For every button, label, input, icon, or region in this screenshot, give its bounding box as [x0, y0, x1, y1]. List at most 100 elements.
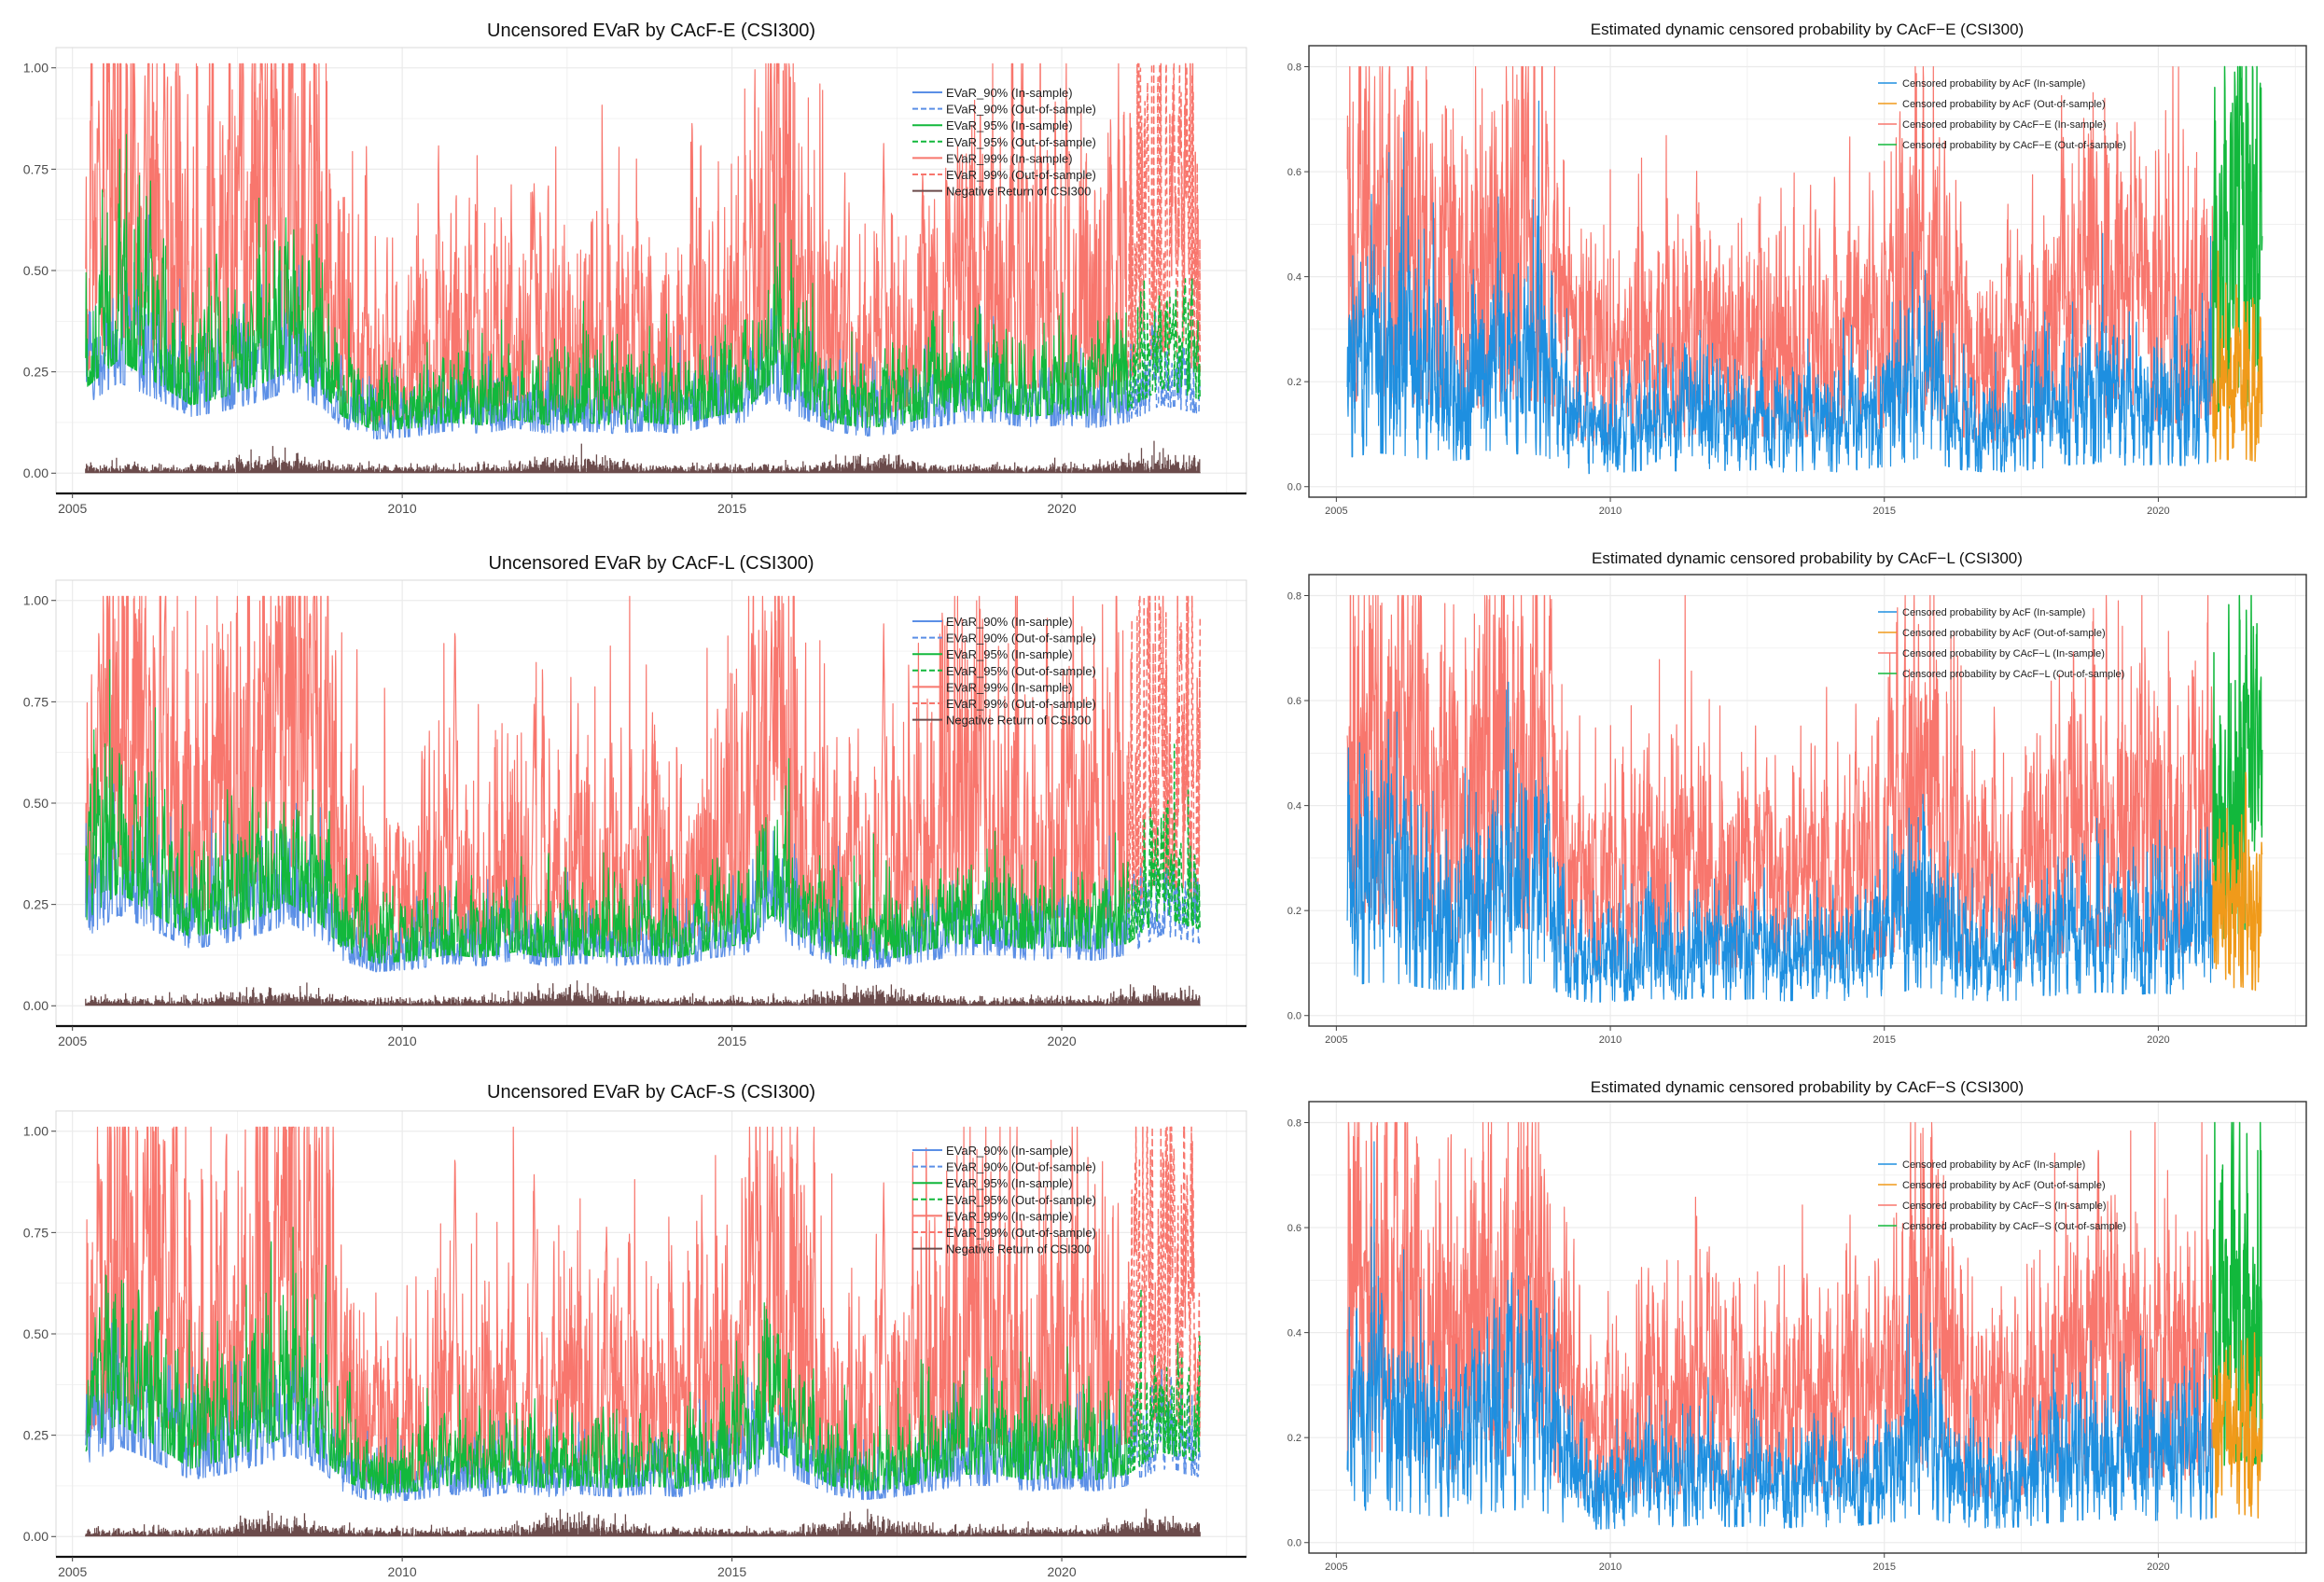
- y-tick-label: 0.0: [1287, 1538, 1301, 1549]
- y-tick-label: 0.0: [1287, 482, 1301, 493]
- panel-border: [1308, 574, 2307, 1027]
- y-tick-label: 0.4: [1287, 800, 1301, 812]
- y-tick-label: 0.00: [23, 998, 49, 1013]
- evar90-in-sample-line: [85, 777, 1129, 973]
- legend: EVaR_90% (In-sample) EVaR_90% (Out-of-sam…: [912, 86, 1096, 199]
- evar90-out-of-sample-line: [1126, 310, 1201, 423]
- chart-evar-l: 0.00 0.25 0.50 0.75 1.00 2005 2010 2015 2020 Unce…: [23, 553, 1247, 1048]
- x-tick-label: 2005: [1325, 506, 1347, 517]
- y-tick-label: 0.25: [23, 1428, 49, 1443]
- legend-label: EVaR_95% (Out-of-sample): [946, 135, 1096, 149]
- evar95-out-of-sample-line: [1126, 743, 1201, 943]
- y-tick-label: 0.00: [23, 1529, 49, 1544]
- chart-title: Estimated dynamic censored probability b…: [1592, 549, 2023, 567]
- y-tick-label: 0.6: [1287, 1223, 1301, 1234]
- legend-label: Censored probability by CAcF−L (In-sampl…: [1902, 648, 2105, 659]
- legend-label: Negative Return of CSI300: [946, 185, 1091, 199]
- evar90-in-sample-line: [85, 1318, 1129, 1503]
- chart-prob-s: 0.0 0.2 0.4 0.6 0.8 2005 2010 2015 2020 Estimated…: [1287, 1078, 2307, 1573]
- legend-label: EVaR_90% (Out-of-sample): [946, 631, 1096, 645]
- y-tick-label: 0.00: [23, 465, 49, 480]
- series-group: [85, 595, 1202, 1006]
- x-tick-label: 2010: [1599, 506, 1621, 517]
- y-tick-label: 0.75: [23, 161, 49, 176]
- y-tick-label: 0.8: [1287, 62, 1301, 73]
- chart-title: Uncensored EVaR by CAcF-S (CSI300): [487, 1082, 815, 1103]
- x-tick-label: 2010: [388, 501, 417, 516]
- acf-probability-in-sample-line: [1346, 1141, 2214, 1530]
- y-tick-label: 0.4: [1287, 271, 1301, 283]
- x-tick-label: 2020: [2147, 1034, 2169, 1046]
- series-group: [85, 62, 1202, 474]
- x-tick-label: 2020: [1047, 1034, 1076, 1048]
- x-tick-label: 2015: [717, 501, 746, 516]
- legend-label: EVaR_90% (In-sample): [946, 1144, 1073, 1158]
- chart-title: Estimated dynamic censored probability b…: [1591, 21, 2024, 38]
- x-tick-label: 2015: [1872, 1034, 1895, 1046]
- y-tick-label: 0.75: [23, 694, 49, 709]
- y-tick-label: 0.8: [1287, 590, 1301, 602]
- legend-label: EVaR_99% (In-sample): [946, 1209, 1073, 1223]
- evar90-out-of-sample-line: [1126, 861, 1201, 950]
- legend-label: EVaR_95% (In-sample): [946, 1176, 1073, 1190]
- x-tick-label: 2020: [2147, 1561, 2169, 1573]
- acf-probability-in-sample-line: [1346, 681, 2214, 1004]
- legend: Censored probability by AcF (In-sample) C…: [1878, 78, 2126, 151]
- series-group: [1346, 1121, 2263, 1530]
- x-tick-label: 2005: [1325, 1561, 1347, 1573]
- legend-label: Negative Return of CSI300: [946, 1242, 1091, 1256]
- legend-label: EVaR_99% (In-sample): [946, 151, 1073, 165]
- acf-probability-out-of-sample-line: [2212, 1332, 2263, 1520]
- legend-label: EVaR_90% (In-sample): [946, 615, 1073, 629]
- chart-evar-s: 0.00 0.25 0.50 0.75 1.00 2005 2010 2015 2020 Unce…: [23, 1082, 1247, 1579]
- y-tick-label: 0.8: [1287, 1117, 1301, 1129]
- x-tick-label: 2015: [1872, 1561, 1895, 1573]
- y-tick-label: 0.50: [23, 1326, 49, 1341]
- legend-label: EVaR_99% (Out-of-sample): [946, 697, 1096, 711]
- evar95-in-sample-line: [85, 659, 1129, 964]
- legend-label: EVaR_95% (In-sample): [946, 118, 1073, 132]
- negative-return-bars: [85, 440, 1201, 474]
- legend-label: EVaR_95% (In-sample): [946, 647, 1073, 661]
- x-tick-label: 2020: [1047, 501, 1076, 516]
- x-tick-label: 2010: [388, 1564, 417, 1579]
- legend-label: Censored probability by AcF (Out-of-samp…: [1902, 99, 2106, 110]
- legend-label: Censored probability by CAcF−S (In-sampl…: [1902, 1200, 2107, 1212]
- legend: EVaR_90% (In-sample) EVaR_90% (Out-of-sam…: [912, 615, 1096, 728]
- evar99-out-of-sample-line: [1126, 595, 1202, 912]
- y-tick-label: 1.00: [23, 61, 49, 76]
- evar95-in-sample-line: [85, 1227, 1128, 1494]
- evar99-in-sample-line: [85, 1126, 1128, 1488]
- acf-probability-out-of-sample-line: [2212, 250, 2263, 463]
- x-tick-label: 2005: [1325, 1034, 1347, 1046]
- x-tick-label: 2005: [58, 1564, 87, 1579]
- cacf-probability-in-sample-line: [1346, 65, 2214, 447]
- legend-label: EVaR_99% (Out-of-sample): [946, 168, 1096, 182]
- legend-label: Censored probability by AcF (In-sample): [1902, 607, 2085, 618]
- legend-label: Censored probability by CAcF−E (Out-of-s…: [1902, 140, 2126, 151]
- legend-label: Censored probability by AcF (Out-of-samp…: [1902, 1180, 2106, 1191]
- x-tick-label: 2010: [1599, 1034, 1621, 1046]
- legend-label: Censored probability by AcF (In-sample): [1902, 1159, 2085, 1171]
- legend: EVaR_90% (In-sample) EVaR_90% (Out-of-sam…: [912, 1144, 1096, 1256]
- y-tick-label: 0.50: [23, 263, 49, 278]
- evar99-in-sample-line: [85, 595, 1129, 957]
- chart-prob-e: 0.0 0.2 0.4 0.6 0.8 2005 2010 2015 2020 Estimated…: [1287, 21, 2307, 517]
- y-tick-label: 0.50: [23, 796, 49, 811]
- legend: Censored probability by AcF (In-sample) C…: [1878, 1159, 2126, 1232]
- x-tick-label: 2020: [1047, 1564, 1076, 1579]
- legend-label: Censored probability by CAcF−E (In-sampl…: [1902, 119, 2107, 131]
- x-tick-label: 2005: [58, 501, 87, 516]
- y-tick-label: 0.2: [1287, 1433, 1301, 1444]
- negative-return-bars: [85, 1508, 1201, 1537]
- evar95-out-of-sample-line: [1127, 277, 1201, 412]
- x-tick-label: 2015: [717, 1034, 746, 1048]
- acf-probability-out-of-sample-line: [2212, 771, 2263, 992]
- cacf-probability-out-of-sample-line: [2212, 65, 2263, 412]
- x-tick-label: 2015: [1872, 506, 1895, 517]
- legend: Censored probability by AcF (In-sample) C…: [1878, 607, 2124, 680]
- evar99-out-of-sample-line: [1126, 1126, 1202, 1443]
- y-tick-label: 0.0: [1287, 1011, 1301, 1022]
- y-tick-label: 0.75: [23, 1225, 49, 1240]
